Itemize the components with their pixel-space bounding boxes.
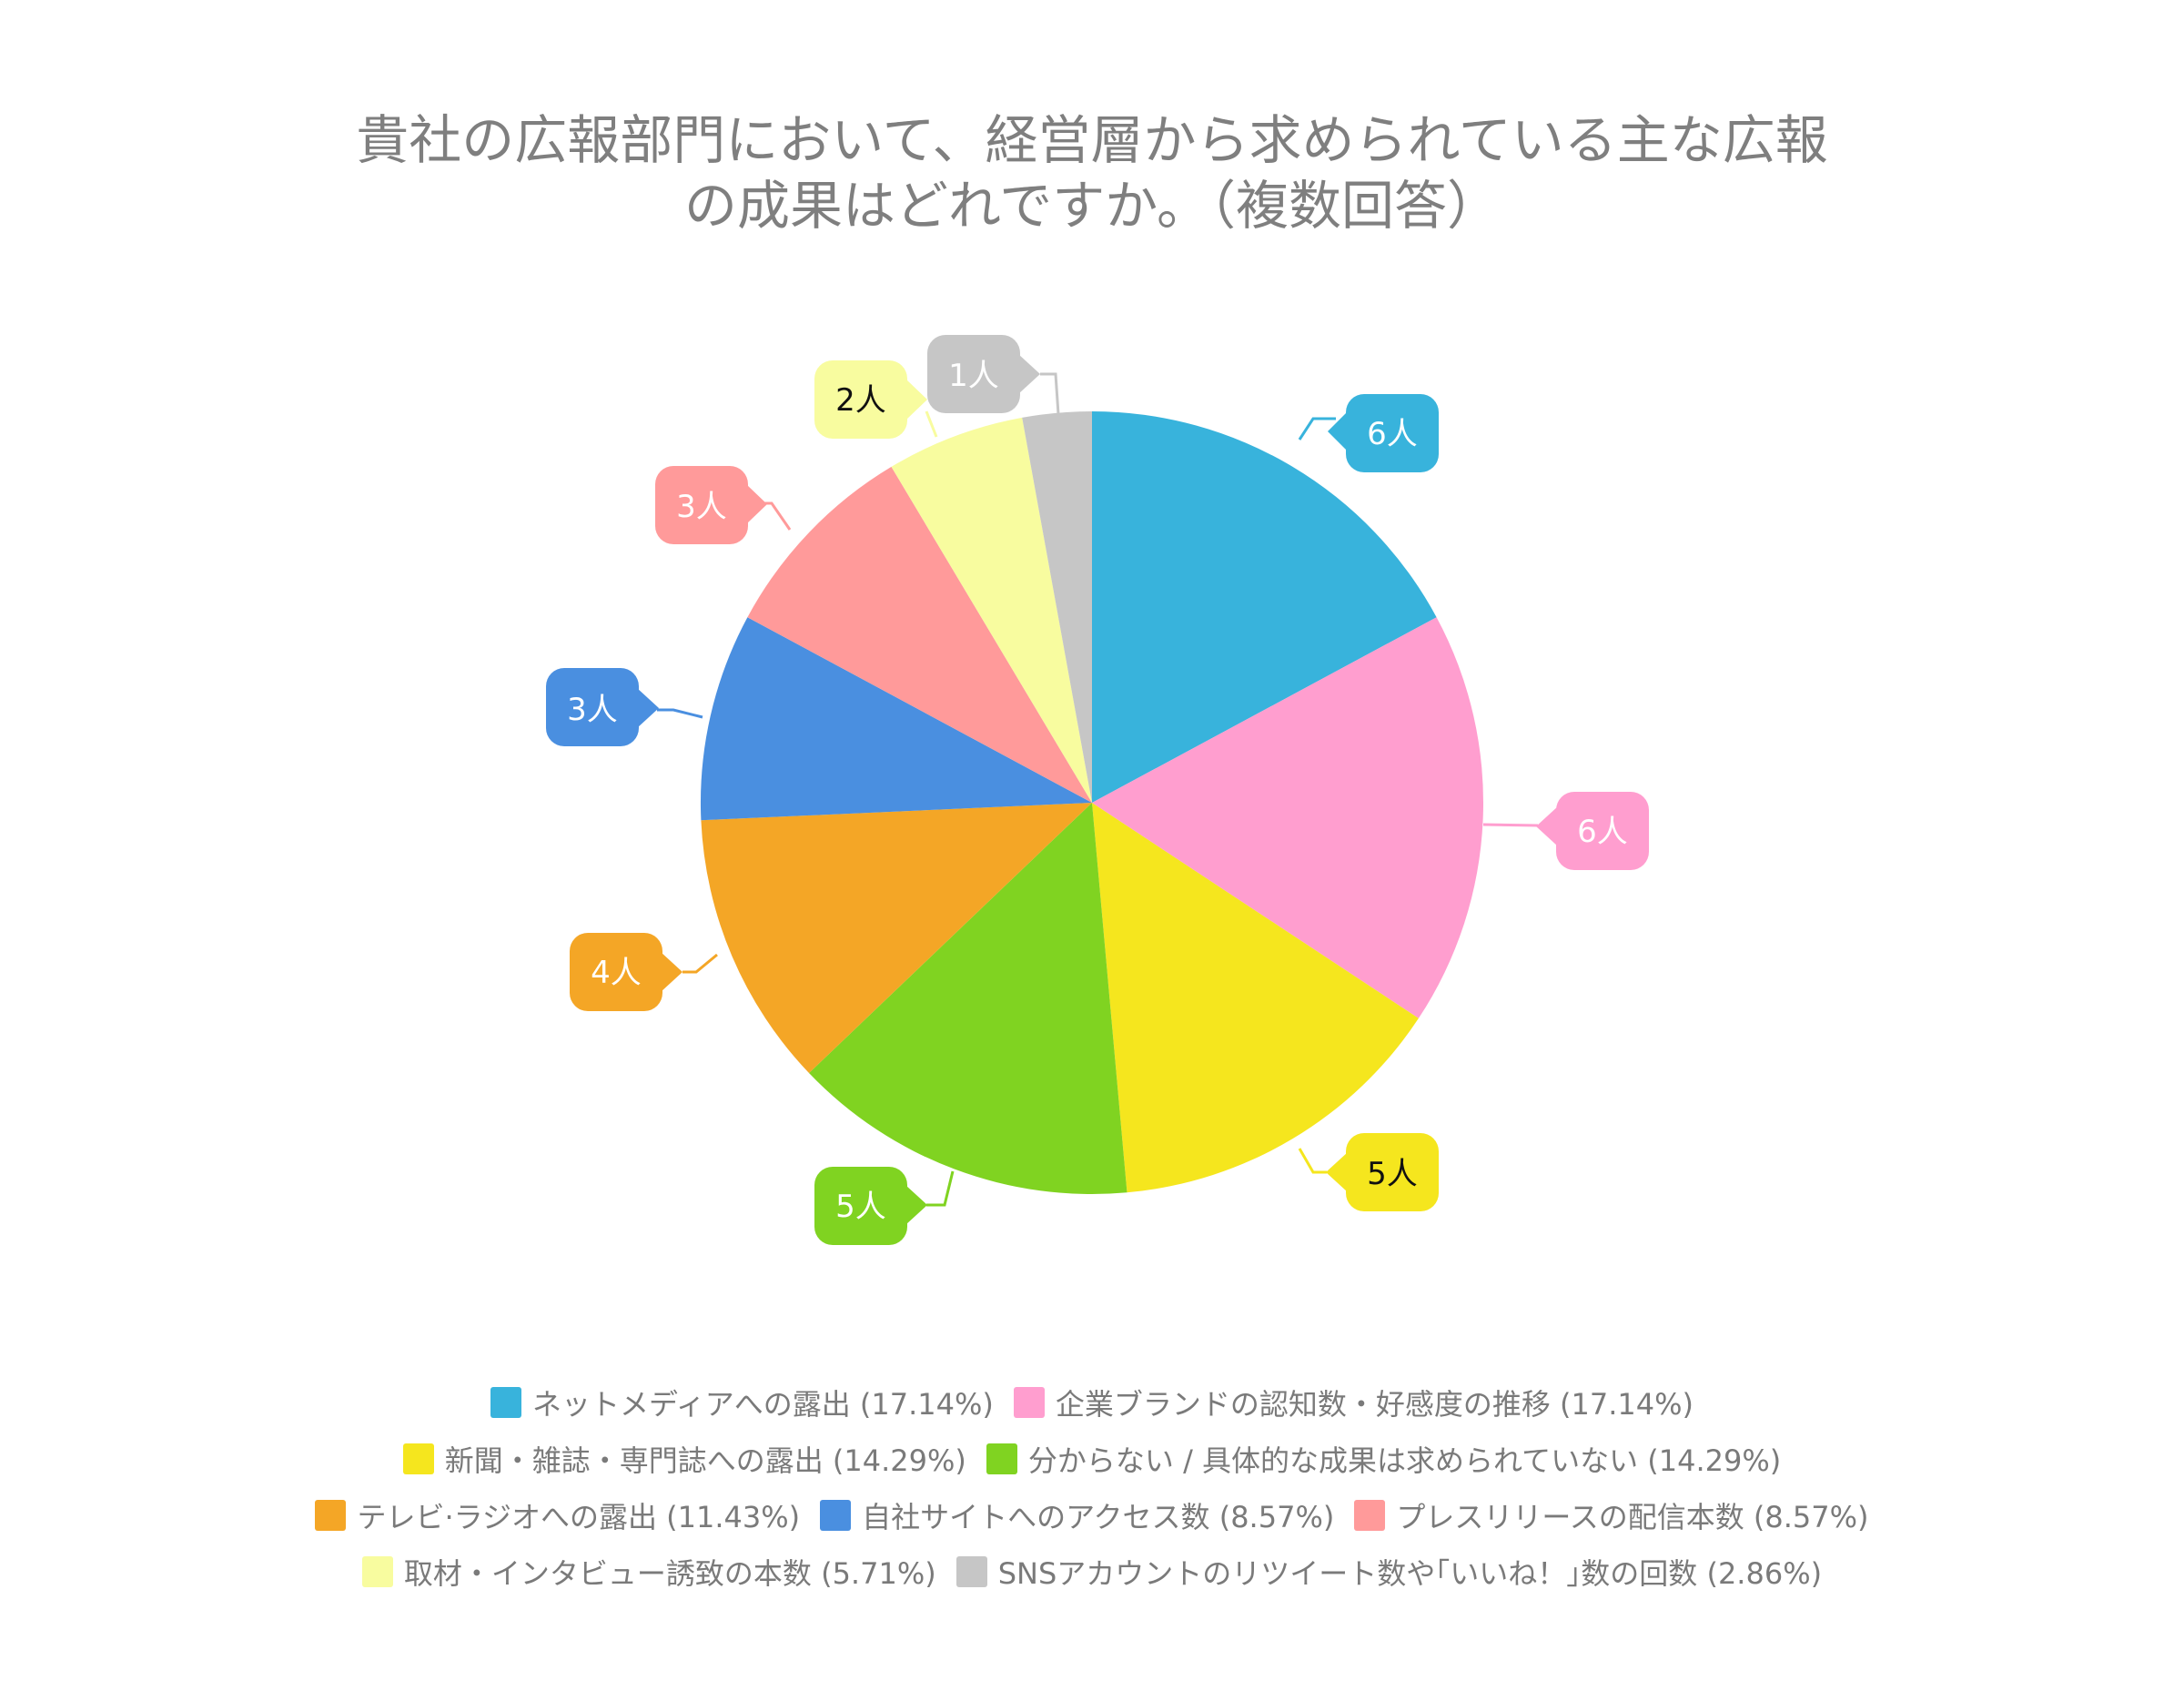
label-newspaper: 5人 bbox=[1326, 1133, 1439, 1211]
slice-net-media[interactable] bbox=[1092, 411, 1437, 803]
slice-sns[interactable] bbox=[1022, 411, 1092, 803]
legend-label: プレスリリースの配信本数 (8.57%) bbox=[1396, 1500, 1869, 1534]
legend-item-press-release[interactable]: プレスリリースの配信本数 (8.57%) bbox=[1354, 1494, 1869, 1536]
connector-site-access bbox=[657, 708, 703, 719]
connector-net-media bbox=[1298, 417, 1336, 440]
connector-press bbox=[762, 501, 792, 531]
slice-newspaper-magazine[interactable] bbox=[1092, 803, 1419, 1193]
slice-site-access[interactable] bbox=[700, 617, 1092, 821]
svg-text:2人: 2人 bbox=[835, 382, 886, 419]
connector-newspaper bbox=[1298, 1148, 1327, 1174]
svg-text:6人: 6人 bbox=[1577, 814, 1628, 850]
legend-row-3: テレビ·ラジオへの露出 (11.43%) 自社サイトへのアクセス数 (8.57%… bbox=[0, 1487, 2184, 1544]
svg-text:6人: 6人 bbox=[1367, 416, 1418, 452]
legend-item-tv-radio[interactable]: テレビ·ラジオへの露出 (11.43%) bbox=[315, 1494, 800, 1536]
legend-label: 分からない / 具体的な成果は求められていない (14.29%) bbox=[1027, 1443, 1782, 1478]
legend-row-4: 取材・インタビュー誘致の本数 (5.71%) SNSアカウントのリツイート数や｢… bbox=[0, 1544, 2184, 1600]
svg-text:1人: 1人 bbox=[948, 358, 999, 394]
legend-label: ネットメディアへの露出 (17.14%) bbox=[531, 1387, 994, 1422]
label-unknown: 5人 bbox=[814, 1167, 927, 1245]
slice-tv-radio[interactable] bbox=[701, 803, 1092, 1073]
legend-swatch-icon bbox=[1013, 1387, 1045, 1418]
legend-swatch-icon bbox=[820, 1500, 852, 1531]
legend-row-2: 新聞・雑誌・専門誌への露出 (14.29%) 分からない / 具体的な成果は求め… bbox=[0, 1431, 2184, 1487]
legend-swatch-icon bbox=[315, 1500, 347, 1531]
label-brand: 6人 bbox=[1536, 792, 1649, 870]
label-site-access: 3人 bbox=[546, 668, 659, 746]
slice-press-release[interactable] bbox=[747, 466, 1092, 803]
slice-brand-recognition[interactable] bbox=[1092, 617, 1483, 1018]
connector-interview bbox=[925, 410, 938, 438]
legend-swatch-icon bbox=[986, 1443, 1017, 1474]
connector-tv-radio bbox=[682, 953, 718, 974]
svg-text:3人: 3人 bbox=[676, 489, 727, 525]
connector-sns bbox=[1040, 372, 1060, 415]
label-sns: 1人 bbox=[927, 335, 1040, 413]
legend-item-net-media[interactable]: ネットメディアへの露出 (17.14%) bbox=[490, 1382, 994, 1423]
slice-interview[interactable] bbox=[891, 417, 1093, 803]
legend-label: 自社サイトへのアクセス数 (8.57%) bbox=[862, 1500, 1335, 1534]
legend-item-newspaper[interactable]: 新聞・雑誌・専門誌への露出 (14.29%) bbox=[402, 1438, 966, 1480]
svg-text:5人: 5人 bbox=[1367, 1156, 1418, 1192]
legend-item-site-access[interactable]: 自社サイトへのアクセス数 (8.57%) bbox=[820, 1494, 1334, 1536]
legend-swatch-icon bbox=[956, 1556, 987, 1587]
legend: ネットメディアへの露出 (17.14%) 企業ブランドの認知数・好感度の推移 (… bbox=[0, 1374, 2184, 1600]
legend-swatch-icon bbox=[490, 1387, 521, 1418]
chart-title-line-2: の成果はどれですか。（複数回答） bbox=[683, 175, 1501, 237]
legend-label: SNSアカウントのリツイート数や｢いいね！｣数の回数 (2.86%) bbox=[997, 1556, 1823, 1591]
legend-label: 取材・インタビュー誘致の本数 (5.71%) bbox=[403, 1556, 936, 1591]
pie-chart: 6人 6人 5人 5人 4人 3人 3人 2人 1人 bbox=[546, 335, 1649, 1245]
chart-title-line-1: 貴社の広報部門において、経営層から求められている主な広報 bbox=[356, 109, 1828, 171]
legend-swatch-icon bbox=[1354, 1500, 1386, 1531]
legend-label: テレビ·ラジオへの露出 (11.43%) bbox=[357, 1500, 801, 1534]
legend-item-sns[interactable]: SNSアカウントのリツイート数や｢いいね！｣数の回数 (2.86%) bbox=[956, 1551, 1822, 1593]
legend-swatch-icon bbox=[402, 1443, 434, 1474]
label-net-media: 6人 bbox=[1328, 394, 1439, 472]
legend-label: 新聞・雑誌・専門誌への露出 (14.29%) bbox=[444, 1443, 966, 1478]
label-press-release: 3人 bbox=[655, 466, 767, 544]
legend-row-1: ネットメディアへの露出 (17.14%) 企業ブランドの認知数・好感度の推移 (… bbox=[0, 1374, 2184, 1431]
legend-item-unknown[interactable]: 分からない / 具体的な成果は求められていない (14.29%) bbox=[986, 1438, 1781, 1480]
svg-text:5人: 5人 bbox=[835, 1189, 886, 1225]
svg-text:3人: 3人 bbox=[567, 692, 618, 728]
legend-item-brand[interactable]: 企業ブランドの認知数・好感度の推移 (17.14%) bbox=[1013, 1382, 1694, 1423]
chart-title: 貴社の広報部門において、経営層から求められている主な広報 の成果はどれですか。（… bbox=[0, 107, 2184, 238]
connector-unknown bbox=[926, 1170, 955, 1207]
legend-swatch-icon bbox=[361, 1556, 393, 1587]
label-tv-radio: 4人 bbox=[570, 933, 682, 1011]
legend-item-interview[interactable]: 取材・インタビュー誘致の本数 (5.71%) bbox=[361, 1551, 936, 1593]
label-interview: 2人 bbox=[814, 360, 927, 439]
svg-text:4人: 4人 bbox=[591, 955, 642, 991]
legend-label: 企業ブランドの認知数・好感度の推移 (17.14%) bbox=[1055, 1387, 1694, 1422]
slice-unknown[interactable] bbox=[809, 803, 1127, 1195]
